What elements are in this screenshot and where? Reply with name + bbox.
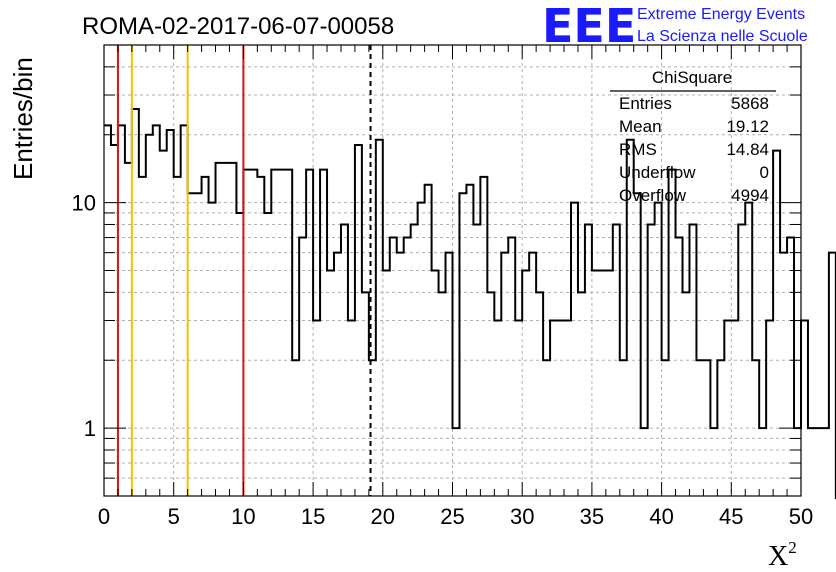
eee-logo: EEE bbox=[542, 0, 636, 53]
x-tick-label: 40 bbox=[649, 504, 673, 529]
x-axis-label-superscript: 2 bbox=[788, 538, 797, 557]
x-tick-label: 50 bbox=[789, 504, 813, 529]
stats-row-label: RMS bbox=[619, 140, 657, 159]
stats-row-label: Entries bbox=[619, 94, 672, 113]
y-tick-label: 10 bbox=[72, 191, 96, 216]
x-tick-label: 5 bbox=[168, 504, 180, 529]
marker-lines bbox=[116, 45, 372, 496]
histogram-layer bbox=[104, 108, 836, 499]
stats-row-label: Underflow bbox=[619, 163, 696, 182]
stats-row-value: 4994 bbox=[731, 186, 769, 205]
stats-row-value: 5868 bbox=[731, 94, 769, 113]
stats-title: ChiSquare bbox=[652, 68, 732, 87]
stats-box: ChiSquare Entries 5868 Mean 19.12 RMS 14.84 Un… bbox=[610, 68, 776, 205]
stats-row-value: 14.84 bbox=[726, 140, 769, 159]
stats-row-label: Mean bbox=[619, 117, 662, 136]
stats-row-value: 19.12 bbox=[726, 117, 769, 136]
tick-labels: 0 5 10 15 20 25 30 35 40 45 50 1 10 bbox=[72, 191, 814, 529]
run-title: ROMA-02-2017-06-07-00058 bbox=[82, 13, 394, 40]
stats-rows: Entries 5868 Mean 19.12 RMS 14.84 Underflow 0 Ov… bbox=[619, 94, 769, 205]
y-tick-label: 1 bbox=[84, 416, 96, 441]
stats-row-label: Overflow bbox=[619, 186, 687, 205]
x-tick-label: 35 bbox=[580, 504, 604, 529]
x-tick-label: 10 bbox=[231, 504, 255, 529]
y-axis-label: Entries/bin bbox=[8, 57, 38, 180]
axis-ticks bbox=[103, 45, 802, 496]
logo-line-1: Extreme Energy Events bbox=[637, 6, 805, 23]
x-tick-label: 25 bbox=[440, 504, 464, 529]
x-tick-label: 20 bbox=[371, 504, 395, 529]
x-axis-label: X2 bbox=[768, 538, 797, 572]
x-tick-label: 15 bbox=[301, 504, 325, 529]
stats-row-value: 0 bbox=[760, 163, 769, 182]
x-tick-label: 45 bbox=[719, 504, 743, 529]
histogram-bins bbox=[104, 108, 836, 499]
x-tick-label: 30 bbox=[510, 504, 534, 529]
x-tick-label: 0 bbox=[98, 504, 110, 529]
logo-line-2: La Scienza nelle Scuole bbox=[637, 28, 808, 45]
